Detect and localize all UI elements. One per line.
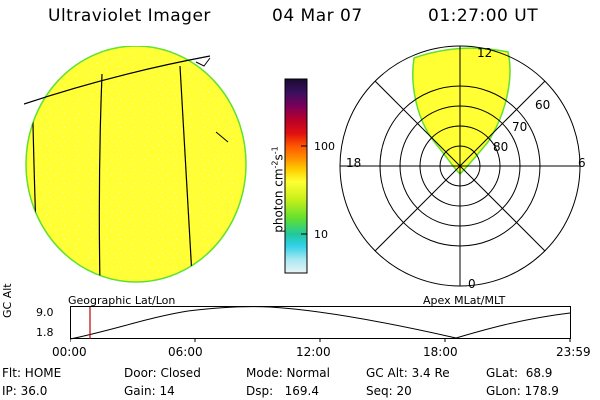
- mlat-70-label: 70: [512, 120, 528, 134]
- mlat-60-label: 60: [535, 98, 551, 112]
- altitude-axis-title: GC Alt: [1, 283, 14, 318]
- time-tick-2359: 23:59: [556, 345, 591, 359]
- polar-grid: [339, 45, 581, 287]
- time-label: 01:27:00 UT: [428, 6, 539, 26]
- coast-fragment: [215, 131, 229, 143]
- gain-value: Gain: 14: [124, 384, 175, 398]
- time-tick-1200: 12:00: [296, 345, 331, 359]
- colorbar-tick-100: 100: [314, 140, 335, 153]
- sequence-value: Seq: 20: [366, 384, 412, 398]
- colorbar-tick-10: 10: [314, 228, 328, 241]
- polar-mlat-mlt-plot: [339, 45, 581, 287]
- door-status: Door: Closed: [124, 366, 201, 380]
- ip-value: IP: 36.0: [2, 384, 48, 398]
- geo-latitude-value: GLat: 68.9: [486, 366, 553, 380]
- time-tick-0600: 06:00: [168, 345, 203, 359]
- flight-status: Flt: HOME: [2, 366, 62, 380]
- altitude-plot: [70, 306, 571, 342]
- geo-longitude-value: GLon: 178.9: [486, 384, 559, 398]
- mlt-12-label: 12: [477, 46, 493, 60]
- geographic-projection-label: Geographic Lat/Lon: [68, 294, 176, 307]
- lat-line: [24, 55, 211, 105]
- geographic-uv-image: [24, 46, 247, 283]
- mlat-80-label: 80: [493, 140, 509, 154]
- colorbar-unit-label: photon cm-2s-1: [270, 146, 286, 233]
- gc-altitude-value: GC Alt: 3.4 Re: [366, 366, 450, 380]
- dsp-value: Dsp: 169.4: [246, 384, 319, 398]
- apex-projection-label: Apex MLat/MLT: [423, 294, 506, 307]
- auroral-emission: [412, 47, 511, 176]
- altitude-ymax: 9.0: [36, 306, 54, 319]
- altitude-ymin: 1.8: [36, 326, 54, 339]
- colorbar: [284, 78, 308, 274]
- date-label: 04 Mar 07: [272, 6, 363, 26]
- instrument-title: Ultraviolet Imager: [48, 6, 211, 26]
- mlt-6-label: 6: [578, 156, 586, 170]
- mlt-18-label: 18: [346, 156, 362, 170]
- coast-fragment: [195, 57, 211, 67]
- mlt-0-label: 0: [468, 277, 476, 291]
- mode-status: Mode: Normal: [246, 366, 330, 380]
- altitude-curve: [70, 306, 571, 340]
- time-tick-0000: 00:00: [52, 345, 87, 359]
- earth-disk: [25, 46, 247, 283]
- time-tick-1800: 18:00: [423, 345, 458, 359]
